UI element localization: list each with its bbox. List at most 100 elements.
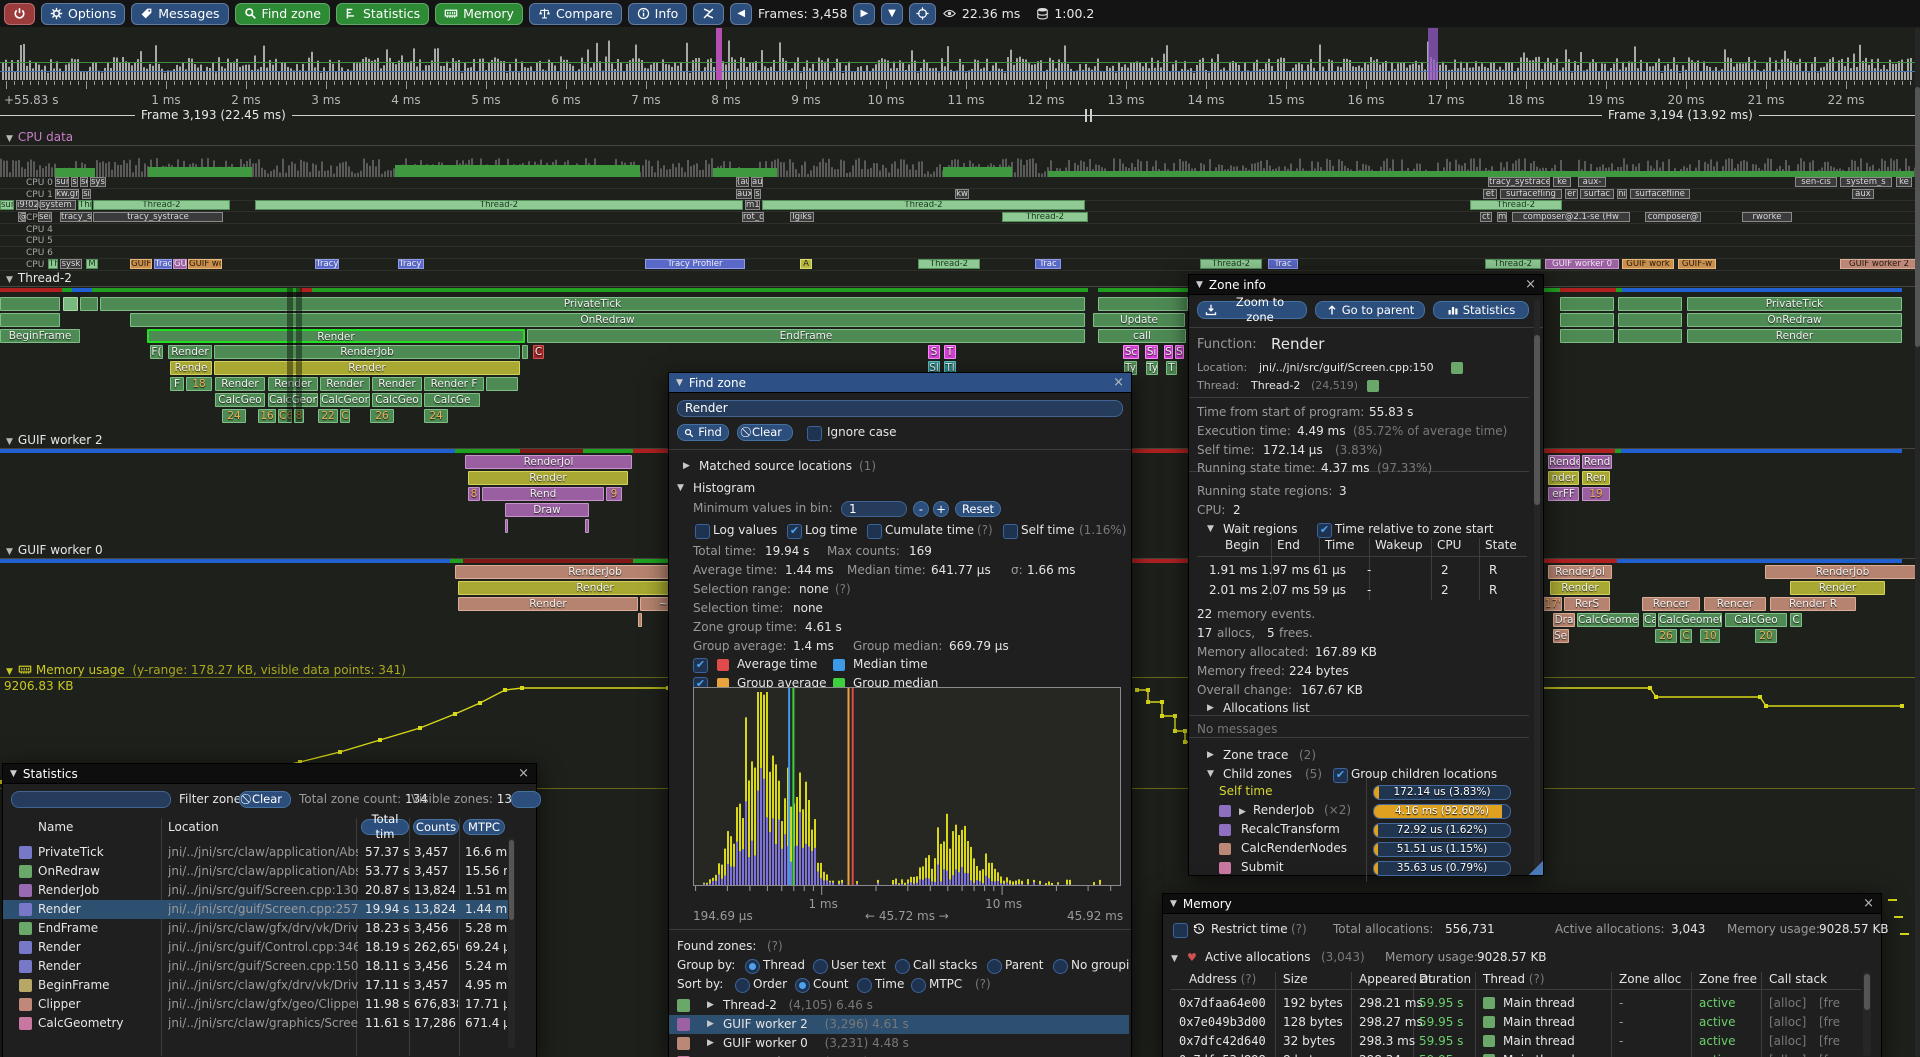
timeline-zone[interactable]: S [928, 345, 940, 359]
timeline-zone[interactable]: OnRedraw [1687, 313, 1902, 327]
collapse-icon[interactable]: ▼ [1171, 954, 1178, 964]
main-vertical-scrollbar[interactable] [1915, 27, 1920, 1057]
found-zone-row[interactable]: ▶ GUIF worker 2 (3,296) 4.61 s [669, 1015, 1129, 1034]
timeline-zone[interactable]: OnRedraw [130, 313, 1085, 327]
timeline-zone[interactable] [505, 519, 508, 533]
timeline-zone[interactable]: 9 [606, 487, 622, 501]
cpu-zone[interactable]: GUIF-w [1678, 259, 1716, 269]
goto-frame-button[interactable]: ▼ [881, 2, 903, 25]
timeline-zone[interactable]: CalcGeo [215, 393, 265, 407]
timeline-zone[interactable]: 24 [222, 409, 246, 423]
timeline-zone[interactable]: F [170, 377, 184, 391]
timeline-zone[interactable]: 18 [186, 377, 212, 391]
timeline-zone[interactable]: Ty [1146, 361, 1158, 375]
timeline-zone[interactable] [1618, 329, 1682, 343]
timeline-zone[interactable]: Render [468, 471, 628, 485]
timeline-zone[interactable]: C [1680, 629, 1692, 643]
ignore-case-checkbox[interactable] [807, 426, 822, 441]
cpu-zone[interactable]: er [1565, 189, 1578, 199]
cpu-zone[interactable]: Tracy [154, 259, 172, 269]
timeline-zone[interactable]: C [533, 345, 544, 359]
timeline-zone[interactable]: Render [458, 597, 638, 611]
timeline-zone[interactable]: PrivateTick [1687, 297, 1902, 311]
child-zone-row[interactable]: RecalcTransform 72.92 us (1.62%) [1189, 822, 1543, 840]
checkbox[interactable]: ✔ [787, 524, 802, 539]
timeline-zone[interactable]: Si [1145, 345, 1158, 359]
cpu-zone[interactable]: GUIF worker 2 [1840, 259, 1918, 269]
close-icon[interactable]: × [1113, 375, 1124, 390]
cpu-zone[interactable]: surfac [1580, 189, 1614, 199]
collapse-icon[interactable]: ▼ [6, 134, 13, 144]
expand-icon[interactable]: ▶ [1239, 807, 1246, 817]
checkbox[interactable] [695, 524, 710, 539]
zoneinfo-scrollbar-thumb[interactable] [1534, 335, 1540, 505]
find-button[interactable]: Find [677, 424, 729, 441]
cpu-zone[interactable]: Tracy I [398, 259, 424, 269]
cpu-zone[interactable]: aux- [1578, 177, 1606, 187]
stats-table-row[interactable]: BeginFrame jni/../jni/src/claw/gfx/drv/vk… [3, 976, 508, 995]
timeline-zone[interactable] [0, 313, 60, 327]
cpu-zone[interactable]: A [800, 259, 812, 269]
cpu-zone[interactable]: GUIF work [1622, 259, 1674, 269]
active-allocations-row[interactable]: ▼ ♥ Active allocations (3,043) Memory usage:… [1163, 950, 1881, 966]
cpu-zone[interactable]: syst [90, 177, 106, 187]
timeline-zone[interactable]: 19 [1582, 487, 1610, 501]
zoom-to-zone-button[interactable]: Zoom to zone [1197, 295, 1307, 324]
find-zone-button[interactable]: Find zone [234, 2, 330, 25]
small-button[interactable]: - [913, 501, 929, 517]
timeline-zone[interactable]: 26 [370, 409, 394, 423]
timeline-zone[interactable] [1560, 297, 1614, 311]
restrict-time-checkbox[interactable] [1173, 923, 1188, 938]
clipped-button[interactable] [511, 791, 541, 808]
expand-icon[interactable]: ▶ [707, 1038, 714, 1048]
sort-total-time-button[interactable]: Total tim [361, 812, 409, 841]
timeline-zone[interactable]: F( [150, 345, 163, 359]
timeline-zone[interactable]: CalcGeo [372, 393, 422, 407]
memory-scrollbar[interactable] [1863, 972, 1871, 1056]
cpu-zone[interactable]: Thread-2 [918, 259, 980, 269]
radio-button[interactable] [987, 959, 1002, 974]
cpu-zone[interactable]: Tracy Profiler [645, 259, 745, 269]
timeline-zone[interactable]: 8 [468, 487, 480, 501]
power-button[interactable] [4, 2, 35, 25]
statistics-window-titlebar[interactable]: ▼ Statistics × [3, 764, 536, 784]
sort-counts-button[interactable]: Counts [413, 819, 459, 835]
stats-table-row[interactable]: PrivateTick jni/../jni/src/claw/applicati… [3, 843, 508, 862]
timeline-zone[interactable]: Render [458, 581, 732, 595]
timeline-zone[interactable]: 16 [258, 409, 276, 423]
timeline-zone[interactable]: S [1164, 345, 1173, 359]
timeline-zone[interactable]: Render [320, 377, 370, 391]
timeline-zone[interactable]: Render [268, 377, 318, 391]
stats-table-row[interactable]: Render jni/../jni/src/guif/Control.cpp:34… [3, 938, 508, 957]
zone-info-window-titlebar[interactable]: ▼ Zone info × [1189, 275, 1543, 295]
timeline-zone[interactable]: RenderJol [465, 455, 632, 469]
checkbox[interactable] [1003, 524, 1018, 539]
child-zone-row[interactable]: Submit 35.63 us (0.79%) [1189, 860, 1543, 878]
small-input[interactable]: 1 [841, 501, 907, 517]
stats-table-row[interactable]: OnRedraw jni/../jni/src/claw/application/… [3, 862, 508, 881]
main-scrollbar-thumb[interactable] [1915, 87, 1920, 347]
zone-info-window[interactable]: ▼ Zone info × Zoom to zone Go to parent Stati… [1188, 274, 1544, 882]
radio-button[interactable] [1053, 959, 1068, 974]
timeline-zone[interactable]: BeginFrame [0, 329, 80, 343]
cpu-zone[interactable]: Thread-2 [1002, 212, 1088, 222]
clear-filter-button[interactable]: ⃠Clear [239, 791, 291, 808]
cpu-zone[interactable]: Tracy ! [315, 259, 339, 269]
timeline-zone[interactable]: Ren [1582, 471, 1610, 485]
tools-button[interactable] [693, 2, 725, 25]
timeline-zone[interactable]: PrivateTick [100, 297, 1085, 311]
timeline-zone[interactable]: RenderJ [1548, 455, 1580, 469]
timeline-zone[interactable]: RerS [1564, 597, 1610, 611]
timeline-zone[interactable]: Draw [505, 503, 589, 517]
timeline-zone[interactable]: Render [215, 377, 265, 391]
radio-button[interactable] [795, 978, 810, 993]
cpu-zone[interactable]: surf [0, 200, 14, 210]
cpu-zone[interactable]: si [82, 189, 91, 199]
cpu-zone[interactable]: Thread-2 [1485, 259, 1541, 269]
collapse-icon[interactable]: ▼ [6, 275, 13, 285]
cpu-zone[interactable]: rworke [1742, 212, 1792, 222]
timeline-zone[interactable] [585, 519, 589, 533]
memory-window[interactable]: ▼ Memory × Restrict time (?) Total allocation… [1162, 893, 1889, 1057]
